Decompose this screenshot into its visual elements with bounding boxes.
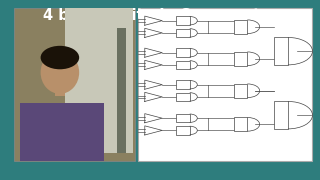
Bar	[176, 126, 190, 135]
Bar	[176, 17, 190, 25]
FancyBboxPatch shape	[65, 8, 133, 153]
Bar	[176, 48, 190, 57]
Ellipse shape	[41, 46, 79, 69]
Bar	[176, 61, 190, 69]
Bar	[234, 118, 247, 131]
Bar	[234, 20, 247, 34]
Bar	[234, 52, 247, 66]
FancyBboxPatch shape	[138, 8, 312, 161]
Bar	[274, 37, 288, 65]
FancyBboxPatch shape	[20, 103, 105, 161]
FancyBboxPatch shape	[14, 8, 135, 161]
Bar	[274, 102, 288, 129]
Bar	[176, 114, 190, 122]
FancyBboxPatch shape	[55, 83, 65, 96]
Bar	[176, 80, 190, 89]
Bar	[176, 29, 190, 37]
Text: 4 bit Magnitude Comparator: 4 bit Magnitude Comparator	[43, 8, 277, 23]
Ellipse shape	[41, 51, 79, 94]
Bar	[234, 84, 247, 98]
Bar	[176, 93, 190, 101]
FancyBboxPatch shape	[116, 28, 126, 153]
